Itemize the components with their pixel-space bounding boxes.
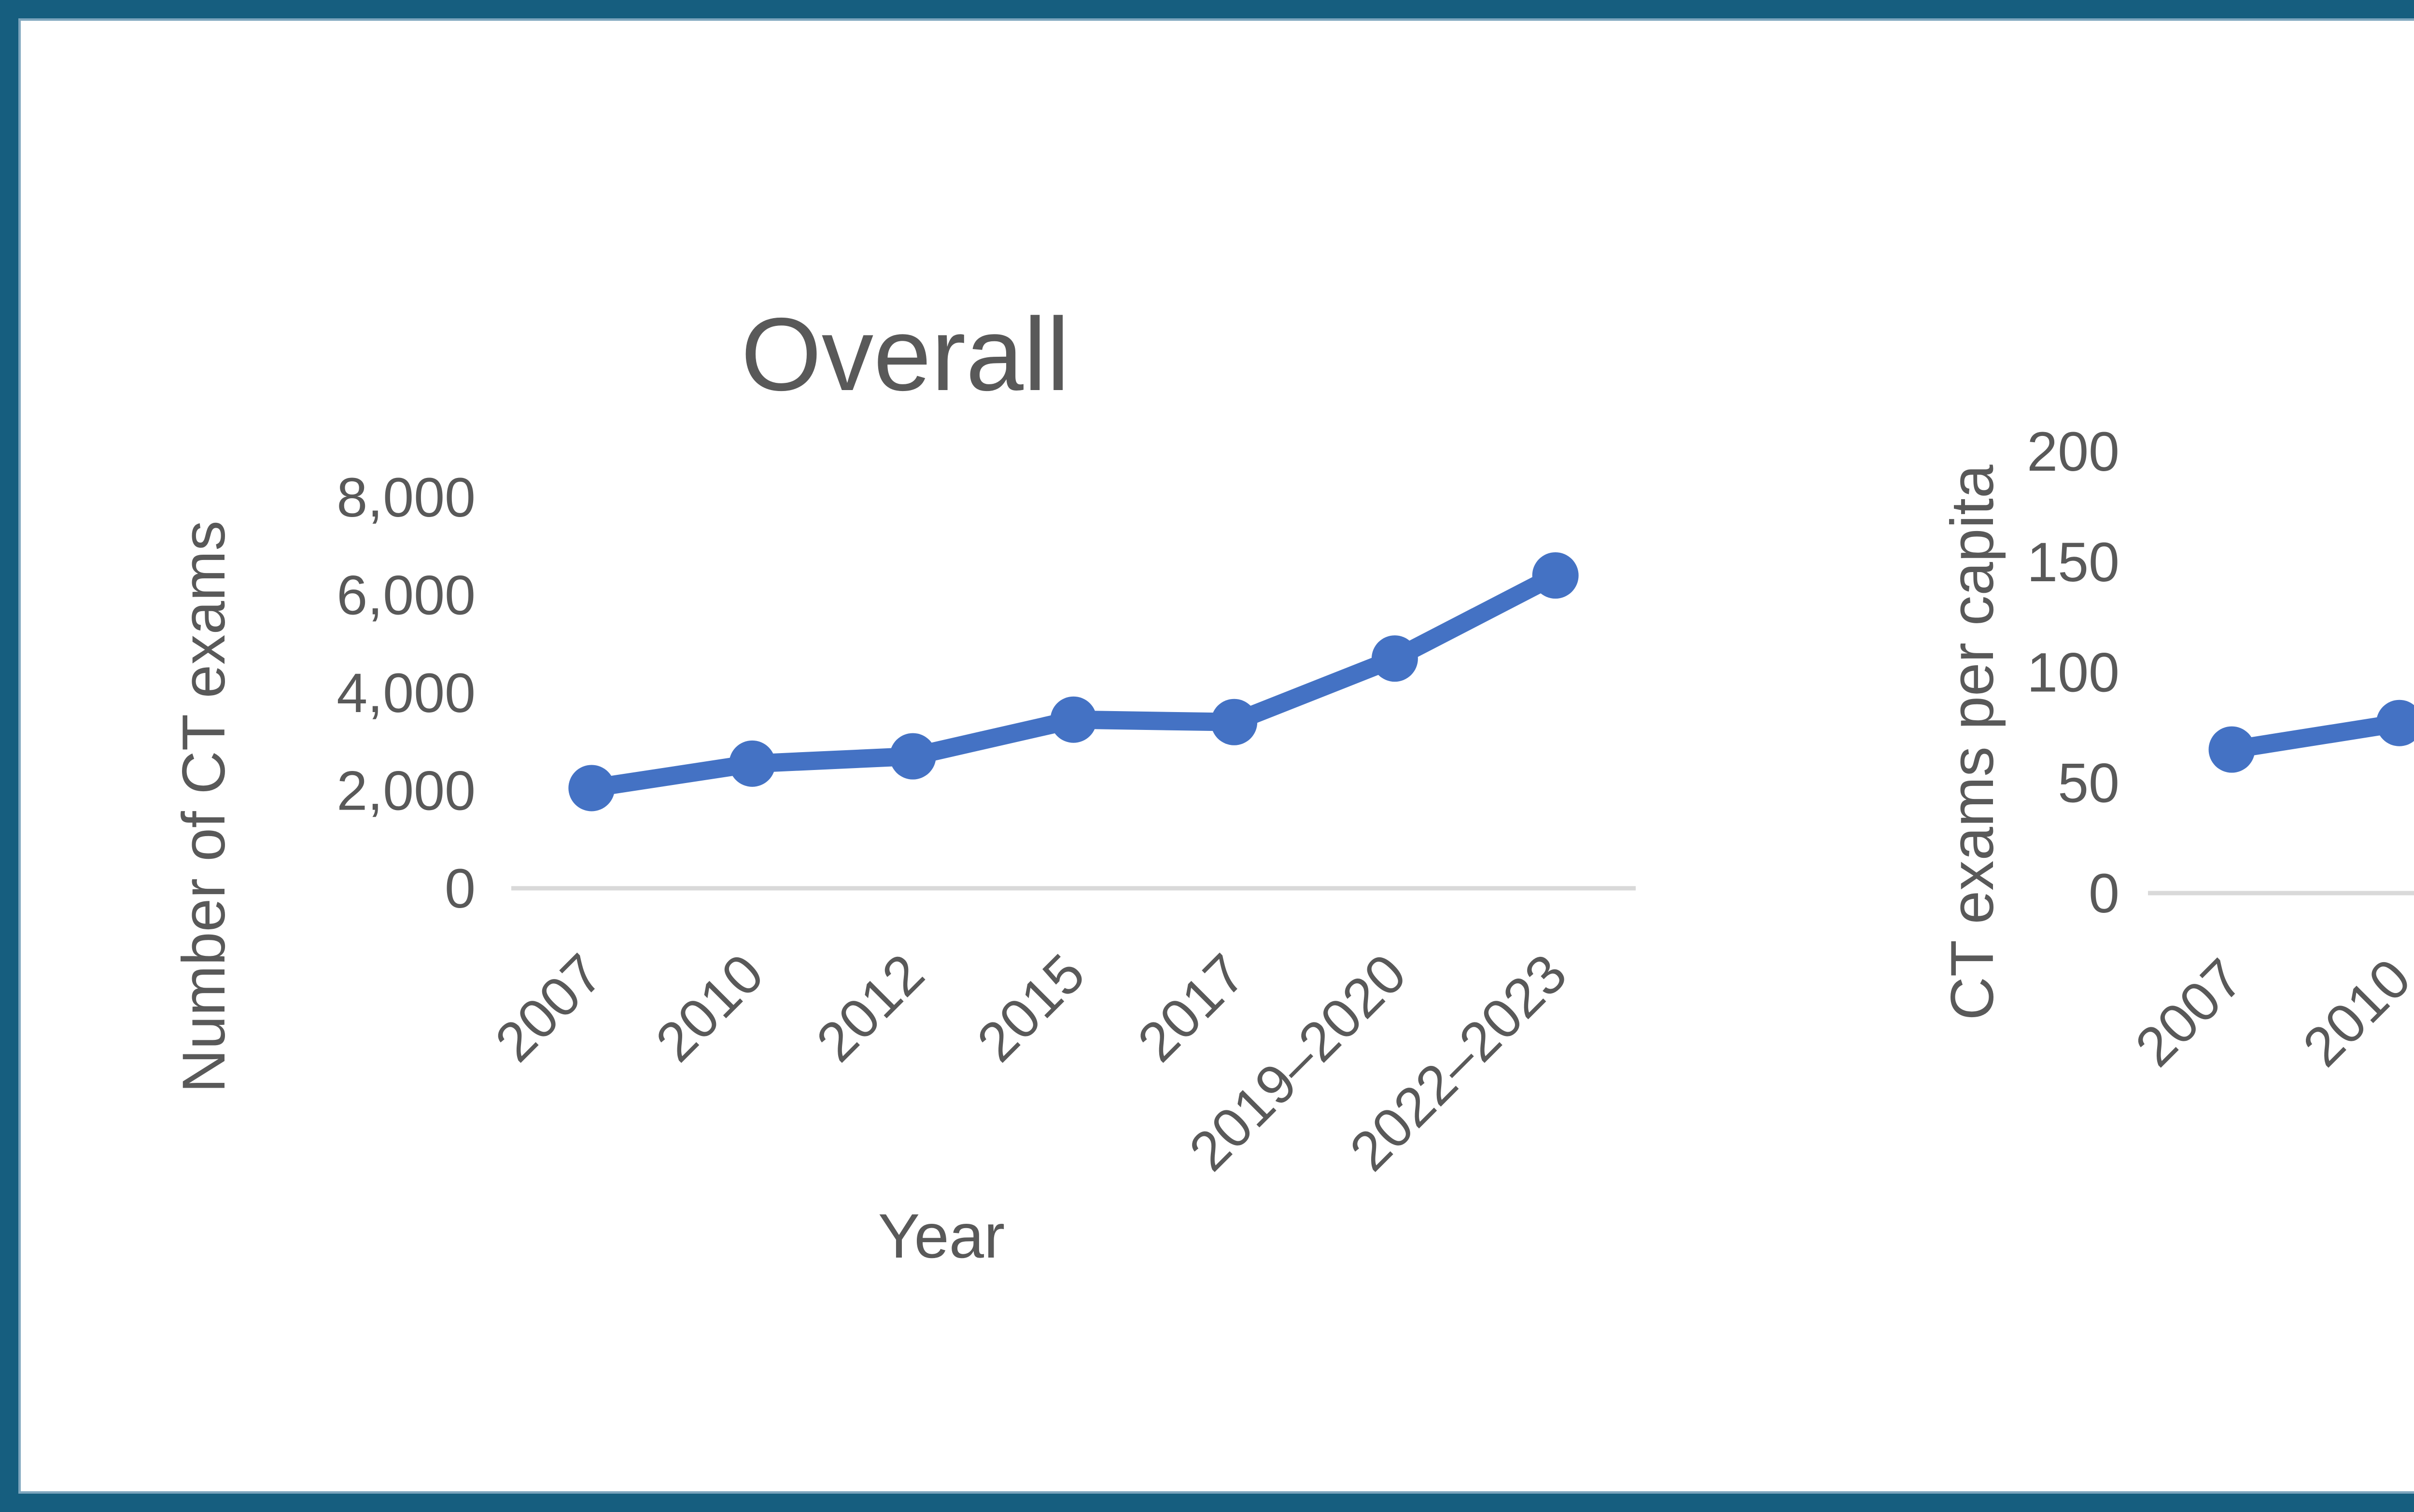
data-point: [2208, 726, 2255, 773]
y-axis-tick-label: 150: [2027, 532, 2119, 593]
x-axis-tick-label: 2007: [484, 942, 615, 1073]
data-point: [1371, 635, 1418, 682]
y-axis-tick-label: 2,000: [337, 760, 476, 822]
data-point: [568, 765, 615, 812]
y-axis-tick-label: 100: [2027, 642, 2119, 704]
data-point: [1050, 696, 1097, 743]
x-axis-tick-label: 2010: [2291, 947, 2414, 1078]
data-point: [1211, 699, 1258, 745]
chart-title: Overall: [741, 296, 1069, 412]
y-axis-title: Number of CT exams: [170, 520, 238, 1093]
x-axis-tick-label: 2010: [644, 942, 775, 1073]
y-axis-tick-label: 4,000: [337, 662, 476, 724]
x-axis-tick-label: 2007: [2124, 947, 2255, 1078]
data-point: [889, 733, 936, 780]
y-axis-title: CT exams per capita: [1939, 464, 2006, 1020]
y-axis-tick-label: 8,000: [337, 467, 476, 529]
data-point: [729, 740, 776, 787]
chart-overall: 0 2,000 4,000 6,000 8,000 2007 2010 2012 2015 201…: [170, 296, 1636, 1271]
x-axis-title: Year: [878, 1201, 1005, 1271]
x-axis-tick-label: 2012: [805, 942, 936, 1073]
y-axis-tick-label: 200: [2027, 421, 2119, 483]
y-axis-tick-label: 50: [2058, 752, 2119, 814]
y-axis-tick-label: 0: [445, 858, 476, 920]
x-axis-tick-label: 2017: [1126, 942, 1257, 1073]
data-point: [1532, 552, 1579, 599]
y-axis-tick-label: 0: [2089, 863, 2119, 924]
chart-per-capita: 050100150200200720102012201520172019–202…: [1939, 421, 2414, 1078]
x-axis-tick-label: 2015: [966, 942, 1096, 1073]
data-point: [2376, 700, 2414, 746]
y-axis-tick-label: 6,000: [337, 565, 476, 627]
